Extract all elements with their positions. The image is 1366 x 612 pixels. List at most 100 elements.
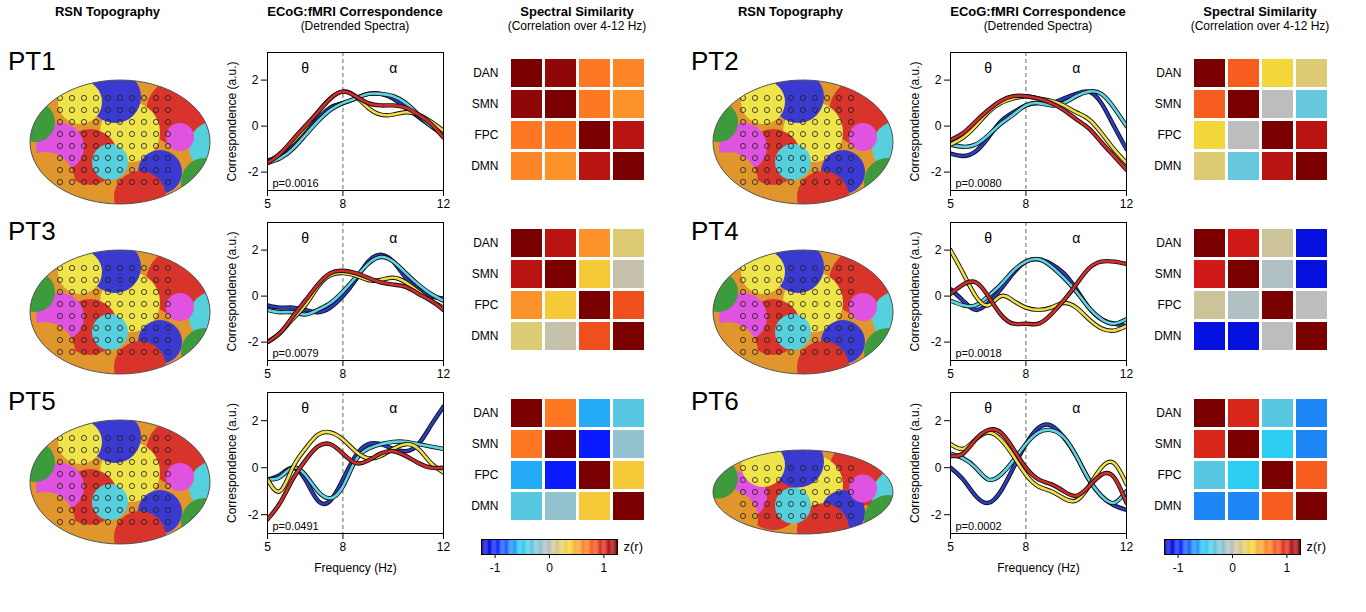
svg-text:-2: -2 — [931, 335, 942, 349]
svg-text:12: 12 — [437, 367, 451, 381]
svg-text:Correspondence (a.u.): Correspondence (a.u.) — [908, 231, 922, 351]
svg-text:Correspondence (a.u.): Correspondence (a.u.) — [225, 403, 239, 523]
svg-text:FPC: FPC — [1158, 298, 1182, 312]
svg-text:Frequency (Hz): Frequency (Hz) — [314, 561, 397, 575]
svg-text:5: 5 — [264, 197, 271, 211]
svg-text:SMN: SMN — [472, 437, 499, 451]
svg-text:12: 12 — [1120, 540, 1134, 554]
svg-text:8: 8 — [340, 367, 347, 381]
svg-text:θ: θ — [301, 400, 309, 416]
svg-text:α: α — [389, 60, 397, 76]
svg-text:2: 2 — [252, 73, 259, 87]
svg-text:z(r): z(r) — [1307, 539, 1327, 554]
svg-text:FPC: FPC — [1158, 468, 1182, 482]
svg-text:8: 8 — [340, 540, 347, 554]
svg-text:z(r): z(r) — [624, 539, 644, 554]
svg-text:2: 2 — [935, 73, 942, 87]
svg-text:-1: -1 — [1173, 561, 1184, 575]
svg-text:DMN: DMN — [1154, 159, 1181, 173]
svg-text:DAN: DAN — [1156, 236, 1181, 250]
svg-text:-1: -1 — [490, 561, 501, 575]
svg-text:PT5: PT5 — [8, 386, 56, 416]
svg-text:1: 1 — [601, 561, 608, 575]
svg-text:2: 2 — [935, 243, 942, 257]
svg-text:2: 2 — [935, 414, 942, 428]
svg-text:p=0.0079: p=0.0079 — [273, 347, 319, 359]
svg-text:Correspondence (a.u.): Correspondence (a.u.) — [225, 61, 239, 181]
svg-text:SMN: SMN — [1155, 267, 1182, 281]
svg-text:PT3: PT3 — [8, 216, 56, 246]
svg-text:0: 0 — [546, 561, 553, 575]
svg-text:θ: θ — [301, 230, 309, 246]
svg-text:12: 12 — [437, 197, 451, 211]
svg-text:12: 12 — [1120, 197, 1134, 211]
svg-text:θ: θ — [301, 60, 309, 76]
svg-text:12: 12 — [437, 540, 451, 554]
svg-text:α: α — [1072, 230, 1080, 246]
svg-text:α: α — [389, 230, 397, 246]
svg-text:SMN: SMN — [472, 97, 499, 111]
svg-text:Correspondence (a.u.): Correspondence (a.u.) — [908, 403, 922, 523]
svg-text:FPC: FPC — [475, 468, 499, 482]
svg-text:p=0.0002: p=0.0002 — [956, 520, 1002, 532]
svg-text:2: 2 — [252, 414, 259, 428]
svg-text:8: 8 — [340, 197, 347, 211]
svg-text:DAN: DAN — [1156, 66, 1181, 80]
svg-text:5: 5 — [264, 367, 271, 381]
svg-text:DAN: DAN — [473, 66, 498, 80]
svg-text:θ: θ — [984, 60, 992, 76]
svg-text:PT2: PT2 — [691, 46, 739, 76]
svg-text:0: 0 — [935, 119, 942, 133]
svg-text:SMN: SMN — [1155, 97, 1182, 111]
svg-text:DAN: DAN — [473, 236, 498, 250]
svg-text:p=0.0018: p=0.0018 — [956, 347, 1002, 359]
svg-text:SMN: SMN — [472, 267, 499, 281]
svg-text:DAN: DAN — [473, 406, 498, 420]
svg-text:α: α — [389, 400, 397, 416]
svg-text:12: 12 — [1120, 367, 1134, 381]
svg-text:Correspondence (a.u.): Correspondence (a.u.) — [225, 231, 239, 351]
svg-text:-2: -2 — [931, 165, 942, 179]
svg-text:2: 2 — [252, 243, 259, 257]
svg-text:FPC: FPC — [475, 298, 499, 312]
svg-text:5: 5 — [264, 540, 271, 554]
svg-text:0: 0 — [252, 119, 259, 133]
svg-text:θ: θ — [984, 400, 992, 416]
svg-text:0: 0 — [252, 289, 259, 303]
svg-text:-2: -2 — [248, 165, 259, 179]
svg-text:-2: -2 — [931, 508, 942, 522]
svg-text:8: 8 — [1023, 367, 1030, 381]
svg-text:DMN: DMN — [471, 159, 498, 173]
svg-text:0: 0 — [252, 461, 259, 475]
svg-text:p=0.0080: p=0.0080 — [956, 177, 1002, 189]
svg-text:Correspondence (a.u.): Correspondence (a.u.) — [908, 61, 922, 181]
svg-text:0: 0 — [935, 461, 942, 475]
svg-text:5: 5 — [947, 367, 954, 381]
svg-text:α: α — [1072, 400, 1080, 416]
svg-text:0: 0 — [1229, 561, 1236, 575]
svg-text:DAN: DAN — [1156, 406, 1181, 420]
svg-text:8: 8 — [1023, 197, 1030, 211]
svg-text:1: 1 — [1284, 561, 1291, 575]
svg-text:Frequency (Hz): Frequency (Hz) — [997, 561, 1080, 575]
svg-text:DMN: DMN — [1154, 329, 1181, 343]
svg-text:DMN: DMN — [471, 499, 498, 513]
svg-text:PT6: PT6 — [691, 386, 739, 416]
svg-text:DMN: DMN — [1154, 499, 1181, 513]
svg-text:α: α — [1072, 60, 1080, 76]
svg-text:5: 5 — [947, 540, 954, 554]
svg-text:-2: -2 — [248, 335, 259, 349]
svg-text:FPC: FPC — [1158, 128, 1182, 142]
svg-text:0: 0 — [935, 289, 942, 303]
svg-text:SMN: SMN — [1155, 437, 1182, 451]
svg-text:5: 5 — [947, 197, 954, 211]
svg-text:FPC: FPC — [475, 128, 499, 142]
svg-text:-2: -2 — [248, 508, 259, 522]
svg-text:θ: θ — [984, 230, 992, 246]
svg-text:p=0.0491: p=0.0491 — [273, 520, 319, 532]
svg-text:p=0.0016: p=0.0016 — [273, 177, 319, 189]
svg-text:PT4: PT4 — [691, 216, 739, 246]
svg-text:DMN: DMN — [471, 329, 498, 343]
svg-text:PT1: PT1 — [8, 46, 56, 76]
svg-text:8: 8 — [1023, 540, 1030, 554]
